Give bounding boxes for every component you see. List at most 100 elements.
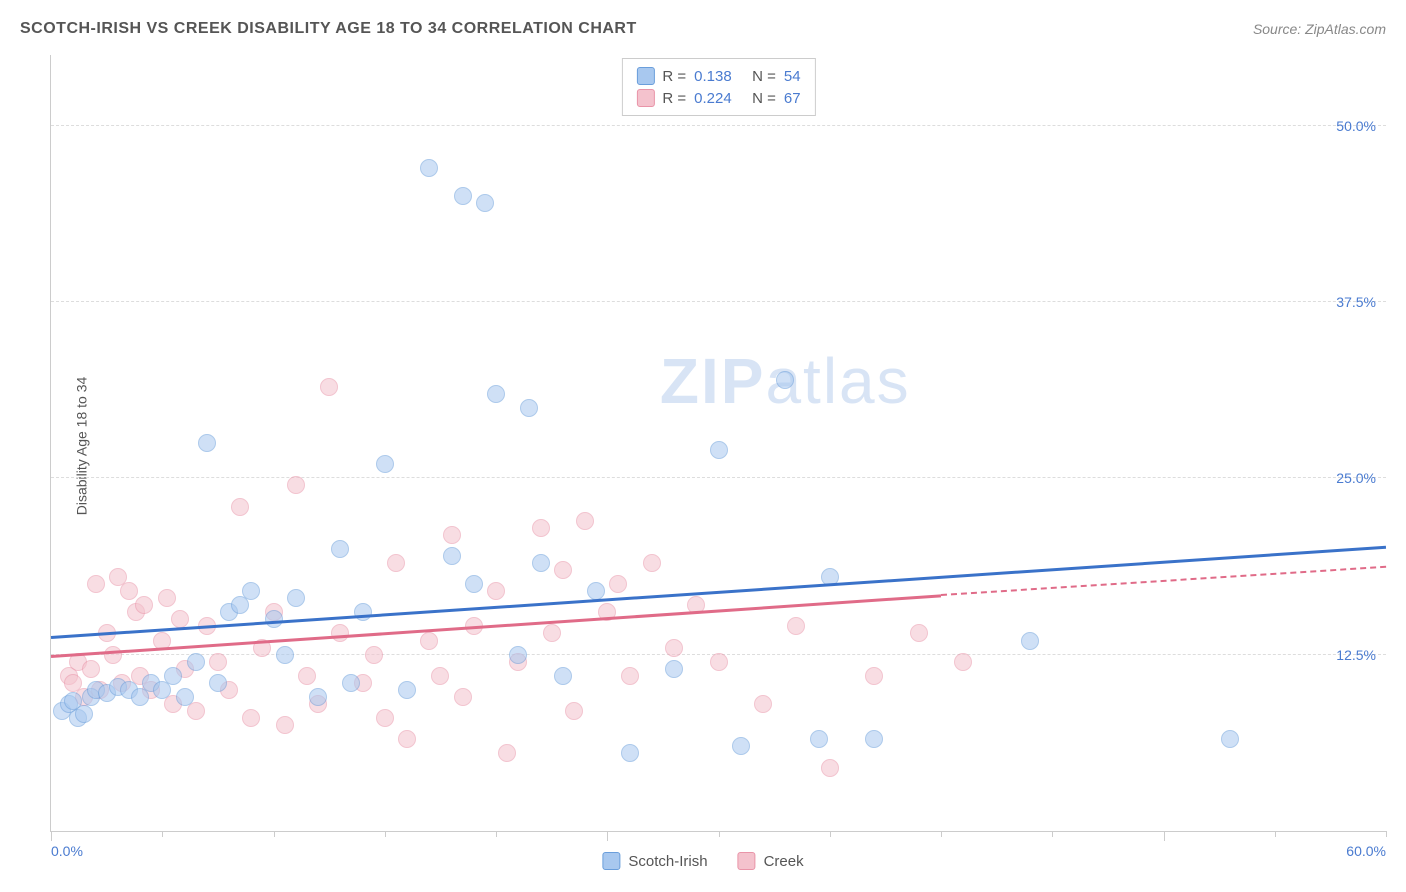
x-tick (1052, 831, 1053, 837)
scatter-point (276, 716, 294, 734)
scatter-point (1221, 730, 1239, 748)
scatter-point (209, 653, 227, 671)
legend-r-value: 0.138 (694, 68, 744, 85)
bottom-legend-label: Creek (764, 853, 804, 870)
scatter-point (621, 744, 639, 762)
x-tick (607, 831, 608, 841)
scatter-point (954, 653, 972, 671)
scatter-point (398, 681, 416, 699)
x-tick (1386, 831, 1387, 837)
scatter-point (265, 610, 283, 628)
scatter-point (643, 554, 661, 572)
scatter-point (298, 667, 316, 685)
scatter-point (810, 730, 828, 748)
legend-n-label: N = (752, 90, 776, 107)
y-tick-label: 25.0% (1336, 470, 1376, 486)
scatter-point (476, 194, 494, 212)
correlation-legend: R = 0.138 N = 54R = 0.224 N = 67 (621, 58, 815, 116)
bottom-legend-label: Scotch-Irish (628, 853, 707, 870)
legend-row: R = 0.138 N = 54 (636, 65, 800, 87)
legend-n-value: 54 (784, 68, 801, 85)
scatter-point (176, 688, 194, 706)
scatter-point (354, 603, 372, 621)
scatter-point (231, 498, 249, 516)
scatter-point (104, 646, 122, 664)
scatter-point (135, 596, 153, 614)
scatter-point (320, 378, 338, 396)
legend-r-label: R = (662, 68, 686, 85)
scatter-point (420, 632, 438, 650)
scatter-point (732, 737, 750, 755)
scatter-point (554, 561, 572, 579)
legend-n-label: N = (752, 68, 776, 85)
scatter-point (242, 582, 260, 600)
scatter-point (465, 575, 483, 593)
scatter-point (576, 512, 594, 530)
bottom-legend-item: Creek (738, 852, 804, 870)
scatter-point (331, 624, 349, 642)
scatter-point (587, 582, 605, 600)
scatter-point (376, 709, 394, 727)
scatter-point (242, 709, 260, 727)
scatter-point (287, 476, 305, 494)
legend-n-value: 67 (784, 90, 801, 107)
scatter-point (621, 667, 639, 685)
scatter-point (198, 434, 216, 452)
x-tick (1275, 831, 1276, 837)
legend-swatch (738, 852, 756, 870)
scatter-point (431, 667, 449, 685)
source-attribution: Source: ZipAtlas.com (1253, 21, 1386, 37)
legend-r-value: 0.224 (694, 90, 744, 107)
legend-swatch (602, 852, 620, 870)
legend-row: R =0.224N =67 (636, 87, 800, 109)
scatter-point (520, 399, 538, 417)
x-tick (496, 831, 497, 837)
x-tick (830, 831, 831, 837)
scatter-point (75, 705, 93, 723)
scatter-point (420, 159, 438, 177)
scatter-point (543, 624, 561, 642)
scatter-point (331, 540, 349, 558)
y-tick-label: 12.5% (1336, 647, 1376, 663)
scatter-point (398, 730, 416, 748)
scatter-point (1021, 632, 1039, 650)
scatter-point (276, 646, 294, 664)
scatter-point (365, 646, 383, 664)
scatter-point (487, 582, 505, 600)
scatter-point (187, 653, 205, 671)
x-tick (1164, 831, 1165, 841)
x-tick (274, 831, 275, 837)
legend-swatch (636, 89, 654, 107)
scatter-point (487, 385, 505, 403)
scatter-point (554, 667, 572, 685)
scatter-point (171, 610, 189, 628)
scatter-point (454, 688, 472, 706)
scatter-point (376, 455, 394, 473)
scatter-point (158, 589, 176, 607)
scatter-point (309, 688, 327, 706)
scatter-point (342, 674, 360, 692)
scatter-point (710, 441, 728, 459)
gridline (51, 301, 1386, 302)
scatter-point (865, 667, 883, 685)
scatter-point (609, 575, 627, 593)
scatter-point (532, 519, 550, 537)
scatter-point (665, 660, 683, 678)
scatter-point (710, 653, 728, 671)
scatter-point (509, 646, 527, 664)
scatter-point (387, 554, 405, 572)
scatter-point (82, 660, 100, 678)
scatter-point (865, 730, 883, 748)
x-tick (719, 831, 720, 837)
x-tick (941, 831, 942, 837)
y-tick-label: 50.0% (1336, 118, 1376, 134)
chart-area: ZIPatlas R =0.138N =54R =0.224N =67 12.5… (50, 55, 1386, 832)
scatter-point (776, 371, 794, 389)
scatter-point (910, 624, 928, 642)
plot-region: ZIPatlas R =0.138N =54R =0.224N =67 12.5… (50, 55, 1386, 832)
x-tick (51, 831, 52, 841)
scatter-point (443, 526, 461, 544)
scatter-point (754, 695, 772, 713)
bottom-legend-item: Scotch-Irish (602, 852, 707, 870)
x-tick (162, 831, 163, 837)
